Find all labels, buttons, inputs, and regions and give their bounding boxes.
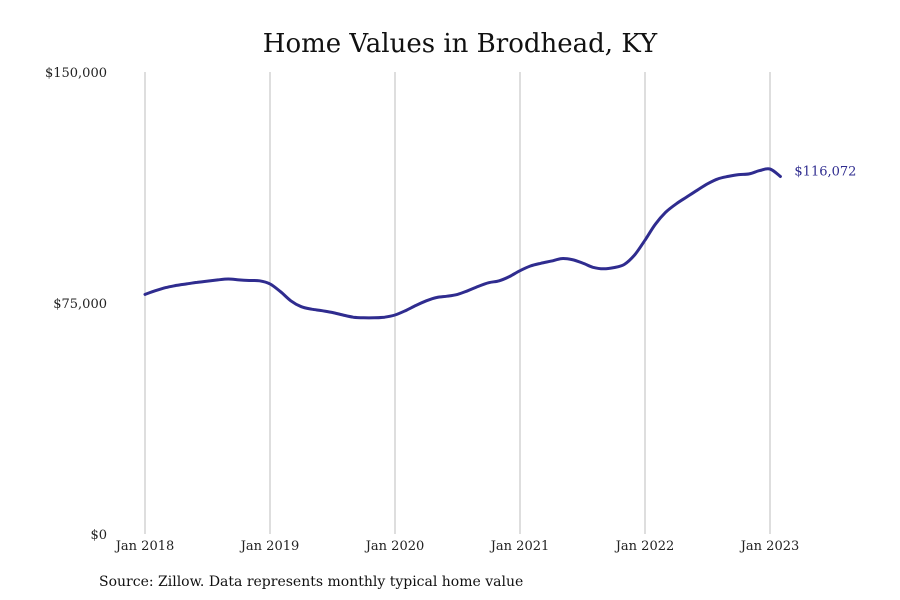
chart-title: Home Values in Brodhead, KY xyxy=(263,29,658,59)
y-axis-ticks: $0 $75,000 $150,000 xyxy=(45,66,107,543)
x-tick-label: Jan 2020 xyxy=(364,539,425,554)
source-note: Source: Zillow. Data represents monthly … xyxy=(99,574,523,590)
x-tick-label: Jan 2022 xyxy=(614,539,675,554)
y-tick-label: $0 xyxy=(90,528,107,543)
x-axis-ticks: Jan 2018 Jan 2019 Jan 2020 Jan 2021 Jan 2022… xyxy=(114,539,800,554)
gridlines xyxy=(144,72,771,534)
series-line-home-value xyxy=(143,167,782,320)
y-tick-label: $75,000 xyxy=(53,297,107,312)
x-tick-label: Jan 2021 xyxy=(489,539,550,554)
y-tick-label: $150,000 xyxy=(45,66,107,81)
end-value-label: $116,072 xyxy=(794,164,856,179)
x-tick-label: Jan 2018 xyxy=(114,539,175,554)
x-tick-label: Jan 2023 xyxy=(739,539,800,554)
x-tick-label: Jan 2019 xyxy=(239,539,300,554)
